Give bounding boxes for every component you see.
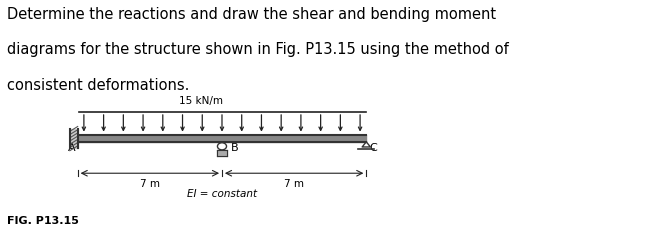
Text: Determine the reactions and draw the shear and bending moment: Determine the reactions and draw the she… bbox=[7, 7, 496, 22]
Text: A: A bbox=[68, 143, 75, 153]
Text: EI = constant: EI = constant bbox=[187, 189, 257, 199]
Text: diagrams for the structure shown in Fig. P13.15 using the method of: diagrams for the structure shown in Fig.… bbox=[7, 42, 508, 57]
Text: 7 m: 7 m bbox=[284, 179, 304, 189]
Text: consistent deformations.: consistent deformations. bbox=[7, 78, 189, 93]
Text: C: C bbox=[369, 143, 377, 153]
Text: FIG. P13.15: FIG. P13.15 bbox=[7, 215, 79, 226]
Text: B: B bbox=[231, 143, 239, 153]
Text: 15 kN/m: 15 kN/m bbox=[179, 96, 223, 106]
Circle shape bbox=[217, 143, 226, 150]
Text: 7 m: 7 m bbox=[140, 179, 160, 189]
